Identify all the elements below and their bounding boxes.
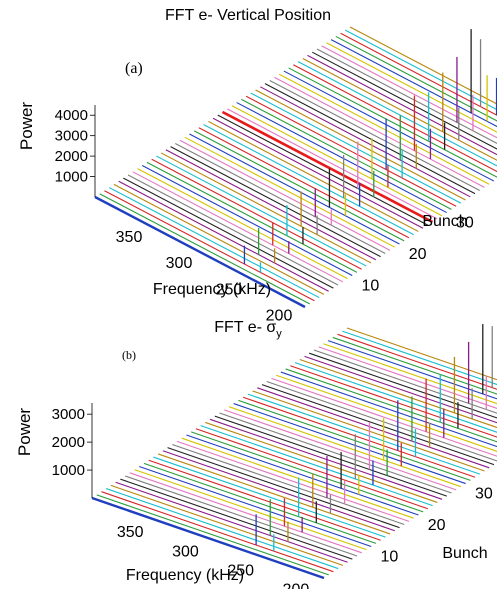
bunch-line <box>119 181 329 291</box>
bunch-line <box>262 385 494 465</box>
bunch-line <box>123 178 333 288</box>
bunch-line <box>232 106 442 216</box>
bunch-line <box>191 432 423 512</box>
bunch-line <box>317 49 497 159</box>
panel-b-ylabel: Bunch <box>442 545 487 562</box>
bunch-line <box>153 457 385 537</box>
bunch-line <box>279 74 489 184</box>
panel-a-title: FFT e- Vertical Position <box>165 7 331 24</box>
bunch-line <box>265 84 475 194</box>
bunch-line <box>175 143 385 253</box>
bunch-line <box>253 391 485 471</box>
panel-b-xlabel: Frequency (kHz) <box>126 567 244 584</box>
bunch-line <box>163 451 395 531</box>
z-tick-label: 4000 <box>55 107 88 124</box>
panel-b-z-axis: 1000 2000 3000 <box>52 403 92 498</box>
y-tick-label: 10 <box>362 278 380 295</box>
z-tick-label: 3000 <box>52 406 85 423</box>
y-tick-label: 10 <box>381 549 399 566</box>
z-tick-label: 1000 <box>55 169 88 186</box>
panel-b-bunch-lines <box>92 328 497 578</box>
bunch-line <box>139 467 371 547</box>
bunch-line <box>204 125 414 235</box>
panel-b-zlabel: Power <box>15 408 34 457</box>
z-tick-label: 1000 <box>52 462 85 479</box>
x-tick-label: 350 <box>117 524 144 541</box>
bunch-line <box>177 441 409 521</box>
bunch-line <box>156 156 366 266</box>
bunch-line <box>208 121 418 231</box>
panel-a-bunch-lines <box>95 27 497 307</box>
y-tick-label: 30 <box>475 486 493 503</box>
bunch-line <box>111 485 343 565</box>
bunch-line <box>114 184 324 294</box>
bunch-line <box>161 153 371 263</box>
panel-a-label: (a) <box>125 60 143 77</box>
bunch-line <box>185 137 395 247</box>
bunch-line <box>133 172 343 282</box>
x-tick-label: 350 <box>116 229 143 246</box>
bunch-line <box>234 404 466 484</box>
bunch-line <box>238 400 470 480</box>
bunch-line <box>270 81 480 191</box>
bunch-line <box>274 77 484 187</box>
bunch-line <box>237 103 447 213</box>
bunch-line <box>199 128 409 238</box>
bunch-line <box>213 118 423 228</box>
bunch-line <box>224 410 456 490</box>
bunch-line <box>171 147 381 257</box>
bunch-line <box>180 140 390 250</box>
panel-b-title: FFT e- σy <box>214 319 282 340</box>
bunch-line <box>125 476 357 556</box>
z-tick-label: 2000 <box>52 434 85 451</box>
panel-b: FFT e- σy (b) 1000 2000 3000 Power 350 300 2… <box>15 319 497 589</box>
bunch-line <box>251 93 461 203</box>
bunch-line <box>227 109 437 219</box>
x-tick-label: 200 <box>283 581 310 589</box>
bunch-line <box>284 71 494 181</box>
panel-b-title-subscript: y <box>276 328 282 340</box>
bunch-line <box>260 87 470 197</box>
bunch-line <box>194 131 404 241</box>
bunch-line <box>338 334 497 414</box>
bunch-line <box>182 438 414 518</box>
bunch-line <box>248 394 480 474</box>
bunch-line <box>220 413 452 493</box>
bunch-line <box>345 30 497 140</box>
x-tick-label: 300 <box>172 543 199 560</box>
bunch-line <box>152 159 362 269</box>
x-tick-label: 300 <box>166 255 193 272</box>
z-tick-label: 2000 <box>55 148 88 165</box>
bunch-line <box>168 448 400 528</box>
panel-a-ylabel: Bunch <box>422 213 467 230</box>
bunch-line <box>205 422 437 502</box>
panel-a: FFT e- Vertical Position (a) 1000 2000 300… <box>17 7 497 325</box>
z-tick-label: 3000 <box>55 128 88 145</box>
panel-b-title-main: FFT e- σ <box>214 319 276 336</box>
bunch-line <box>166 150 376 260</box>
bunch-line <box>241 99 451 209</box>
panel-a-xlabel: Frequency (kHz) <box>153 281 271 298</box>
y-tick-label: 20 <box>409 246 427 263</box>
bunch-line <box>210 419 442 499</box>
bunch-line <box>149 460 381 540</box>
bunch-line <box>196 429 428 509</box>
bunch-line <box>135 470 367 550</box>
bunch-line <box>246 96 456 206</box>
bunch-line <box>223 112 433 222</box>
panel-a-z-axis: 1000 2000 3000 4000 <box>55 105 95 197</box>
panel-b-label: (b) <box>122 348 136 362</box>
y-tick-label: 20 <box>428 517 446 534</box>
panel-a-zlabel: Power <box>17 102 36 151</box>
bunch-line <box>218 115 428 225</box>
